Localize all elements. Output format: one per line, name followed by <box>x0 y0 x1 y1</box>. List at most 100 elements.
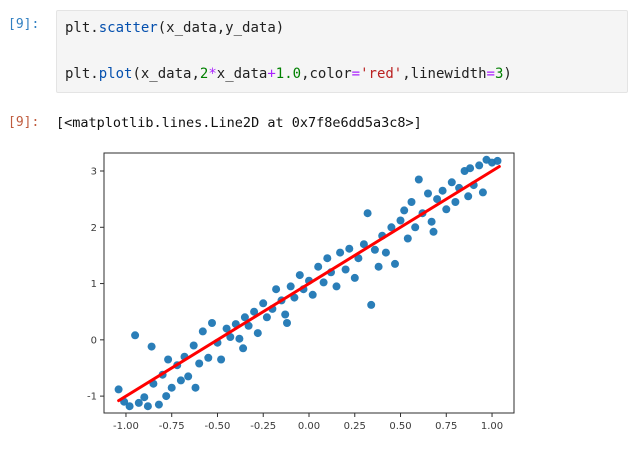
scatter-point <box>478 188 487 197</box>
scatter-point <box>281 310 290 319</box>
scatter-point <box>308 290 317 299</box>
x-tick-label: 0.50 <box>389 421 411 432</box>
code-token: 3 <box>494 66 504 82</box>
scatter-point <box>332 282 341 291</box>
y-tick-label: 3 <box>91 167 97 178</box>
output-repr-text: [<matplotlib.lines.Line2D at 0x7f8e6dd5a… <box>56 115 422 131</box>
scatter-point <box>314 262 323 271</box>
scatter-point <box>147 342 156 351</box>
code-token: + <box>267 66 276 82</box>
scatter-plot-canvas: -1.00 -0.75 -0.50 -0.25 0.00 0.25 0.50 0.75 1.00… <box>87 152 515 432</box>
scatter-point <box>354 254 363 263</box>
code-cell: [9]: plt.scatter(x_data,y_data) plt.plot… <box>8 10 628 93</box>
scatter-point <box>407 198 416 206</box>
x-tick-label: -0.50 <box>205 421 231 432</box>
scatter-point <box>442 205 451 214</box>
scatter-point <box>162 392 171 401</box>
scatter-point <box>391 259 399 268</box>
scatter-point <box>396 216 405 225</box>
scatter-point <box>164 355 173 364</box>
scatter-point <box>341 265 350 274</box>
code-token: * <box>208 66 217 82</box>
scatter-point <box>424 189 432 198</box>
scatter-point <box>429 227 438 236</box>
scatter-point <box>143 402 152 411</box>
scatter-point <box>167 383 176 392</box>
scatter-point <box>336 248 345 257</box>
code-line: plt.scatter(x_data,y_data) <box>65 17 619 40</box>
x-tick-label: 0.25 <box>344 421 366 432</box>
scatter-point <box>283 319 291 327</box>
scatter-point <box>204 353 213 362</box>
x-tick-label: -1.00 <box>113 421 139 432</box>
scatter-point <box>217 355 226 364</box>
code-editor[interactable]: plt.scatter(x_data,y_data) plt.plot(x_da… <box>56 10 628 93</box>
code-token: plt <box>65 66 91 82</box>
y-tick-label: 1 <box>91 279 97 290</box>
scatter-point <box>140 393 149 402</box>
scatter-point <box>239 344 248 353</box>
scatter-point <box>295 271 304 280</box>
scatter-point <box>290 293 299 302</box>
scatter-point <box>195 359 204 368</box>
scatter-point <box>387 223 396 232</box>
scatter-point <box>427 217 436 226</box>
matplotlib-figure: -1.00 -0.75 -0.50 -0.25 0.00 0.25 0.50 0.75 1.00… <box>68 143 520 449</box>
code-token: ) <box>503 66 512 82</box>
code-token: ,linewidth <box>402 66 487 82</box>
scatter-point <box>451 198 460 206</box>
code-token: 'red' <box>360 66 403 82</box>
code-token: . <box>90 66 99 82</box>
scatter-point <box>272 285 281 294</box>
scatter-point <box>414 175 423 184</box>
y-tick-label: 2 <box>91 223 97 234</box>
scatter-point <box>493 156 502 165</box>
scatter-point <box>131 331 140 340</box>
scatter-point <box>381 248 390 257</box>
scatter-point <box>262 313 271 322</box>
scatter-point <box>367 300 376 309</box>
scatter-point <box>259 299 268 308</box>
scatter-point <box>319 278 328 287</box>
scatter-point <box>114 385 123 394</box>
figure-prompt-spacer <box>8 131 56 138</box>
scatter-point <box>198 327 207 336</box>
scatter-point <box>184 372 193 381</box>
scatter-point <box>411 223 420 232</box>
code-token: scatter <box>98 20 158 36</box>
code-line: plt.plot(x_data,2*x_data+1.0,color='red'… <box>65 63 619 86</box>
regression-line <box>117 165 501 403</box>
code-token: (x_data,y_data) <box>157 20 285 36</box>
scatter-point <box>363 209 372 218</box>
code-token: = <box>486 66 495 82</box>
y-tick-label: -1 <box>87 392 97 403</box>
y-tick-label: 0 <box>91 335 97 346</box>
scatter-point <box>323 254 332 263</box>
scatter-point <box>475 161 484 170</box>
scatter-point <box>226 333 235 341</box>
x-tick-label: -0.75 <box>159 421 185 432</box>
x-tick-label: 0.00 <box>298 421 320 432</box>
x-tick-label: 1.00 <box>481 421 503 432</box>
scatter-point <box>189 341 198 350</box>
scatter-point <box>235 334 244 343</box>
code-token: ,color <box>301 66 352 82</box>
scatter-point <box>208 319 216 327</box>
scatter-point <box>250 307 259 316</box>
x-tick-label: 0.75 <box>435 421 457 432</box>
code-token: = <box>351 66 361 82</box>
scatter-point <box>359 240 368 249</box>
scatter-point <box>253 329 262 338</box>
scatter-point <box>191 383 200 392</box>
code-token: (x_data, <box>132 66 200 82</box>
scatter-point <box>403 234 412 243</box>
scatter-point <box>400 206 409 215</box>
code-token: plt <box>65 20 91 36</box>
scatter-point <box>374 262 383 271</box>
scatter-point <box>286 282 295 291</box>
code-token: 2 <box>199 66 209 82</box>
code-token: 1.0 <box>275 66 302 82</box>
scatter-point <box>345 244 354 253</box>
output-cell: [9]: [<matplotlib.lines.Line2D at 0x7f8e… <box>8 108 628 131</box>
